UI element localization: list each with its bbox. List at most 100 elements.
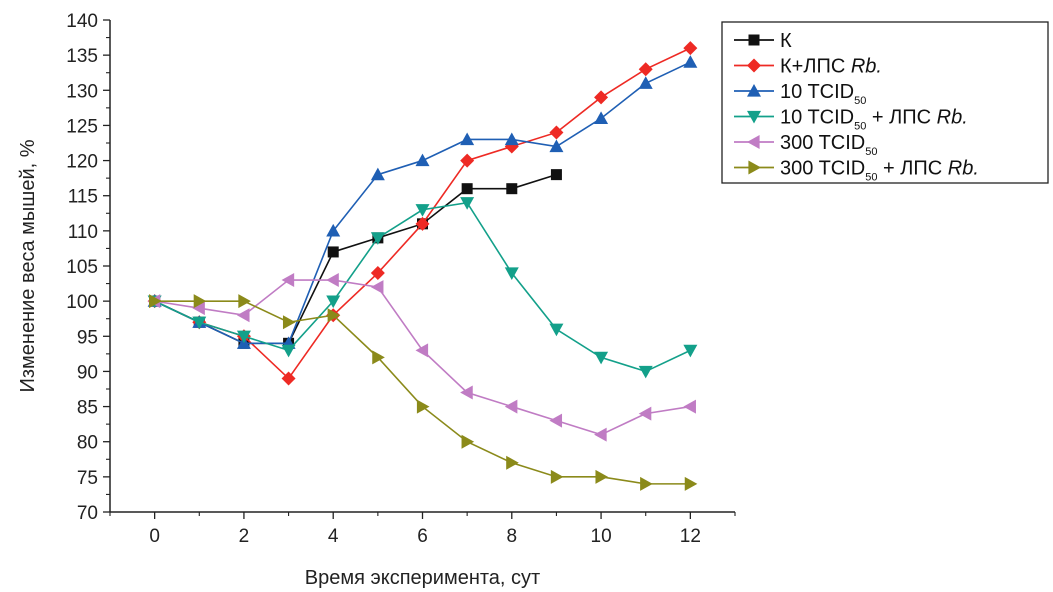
series-3 [147,55,698,349]
y-tick-label: 85 [77,398,98,419]
y-tick-label: 90 [77,362,98,383]
x-tick-label: 6 [417,526,428,547]
data-point [370,280,384,295]
data-point [415,216,430,231]
data-point [326,273,339,288]
series-line [154,300,691,485]
legend-marker [748,160,761,175]
x-tick-label: 0 [149,526,160,547]
series-6 [149,294,698,491]
legend-marker [748,34,760,46]
data-point [193,294,207,309]
data-point [372,350,385,365]
legend-label: 300 TCID50 + ЛПС Rb. [780,158,979,184]
legend-item: 300 TCID50 [734,132,877,158]
data-point [638,76,653,89]
data-point [460,197,475,210]
data-point [594,351,609,365]
data-point [549,413,563,428]
data-point [461,183,473,195]
y-axis-title: Изменение веса мышей, % [17,139,39,392]
data-point [594,111,609,124]
x-axis-title: Время эксперимента, сут [305,567,540,589]
series-1 [149,169,562,349]
data-point [460,385,473,400]
y-tick-label: 110 [68,222,98,243]
data-point [550,469,564,484]
y-tick-label: 105 [66,257,98,278]
data-point [149,294,162,309]
data-point [460,132,475,146]
legend-label: 300 TCID50 [780,132,877,158]
legend-item: К+ЛПС Rb. [734,56,882,78]
legend-marker [747,58,761,73]
series-line [154,279,691,436]
legend-label: 10 TCID50 + ЛПС Rb. [780,107,968,133]
data-point [504,399,518,414]
data-point [327,246,339,258]
y-tick-label: 130 [66,81,98,102]
data-point [506,455,519,470]
data-point [640,476,653,491]
data-point [415,153,430,167]
x-tick-label: 4 [328,526,339,547]
data-point [415,343,429,358]
data-point [683,55,698,68]
series-5 [147,273,696,442]
data-point [549,125,564,140]
data-point [594,90,609,105]
data-point [415,204,430,217]
data-point [683,399,696,414]
x-tick-label: 12 [680,526,701,547]
data-point [460,153,475,168]
data-point [370,167,385,181]
data-point [504,132,519,146]
data-point [550,169,562,181]
x-tick-label: 10 [591,526,612,547]
y-tick-label: 135 [66,46,98,67]
data-point [506,183,518,195]
legend-box [721,21,1049,184]
data-point [370,266,385,281]
data-point [238,294,251,309]
data-point [370,232,385,245]
data-point [192,316,207,330]
data-point [683,344,698,358]
data-point [236,330,251,344]
data-point [461,434,475,449]
y-tick-label: 100 [66,292,98,313]
data-point [236,308,250,323]
data-point [684,476,698,491]
data-point [549,323,564,337]
data-point [192,301,205,316]
data-point [595,469,609,484]
y-tick-label: 95 [77,327,98,348]
y-tick-label: 70 [77,503,98,524]
data-point [281,371,296,386]
y-tick-label: 125 [66,116,98,137]
legend-label: К [780,30,792,52]
data-point [326,223,341,237]
legend-label: К+ЛПС Rb. [780,56,882,78]
legend-item: 10 TCID50 + ЛПС Rb. [734,107,968,133]
y-tick-label: 140 [66,11,98,32]
legend-item: 300 TCID50 + ЛПС Rb. [734,158,979,184]
data-point [281,344,296,358]
series-layer [147,41,698,491]
data-point [326,295,341,309]
data-point [594,427,607,442]
data-point [327,308,341,323]
legend-item: К [734,30,792,52]
legend-marker [747,110,761,124]
data-point [504,267,519,281]
y-tick-label: 115 [68,187,98,208]
y-tick-label: 75 [77,468,98,489]
x-tick-label: 8 [506,526,517,547]
legend-marker [747,84,761,97]
data-point [638,406,652,421]
y-tick-label: 120 [66,152,98,173]
legend-label: 10 TCID50 [780,81,866,107]
x-tick-label: 2 [239,526,250,547]
